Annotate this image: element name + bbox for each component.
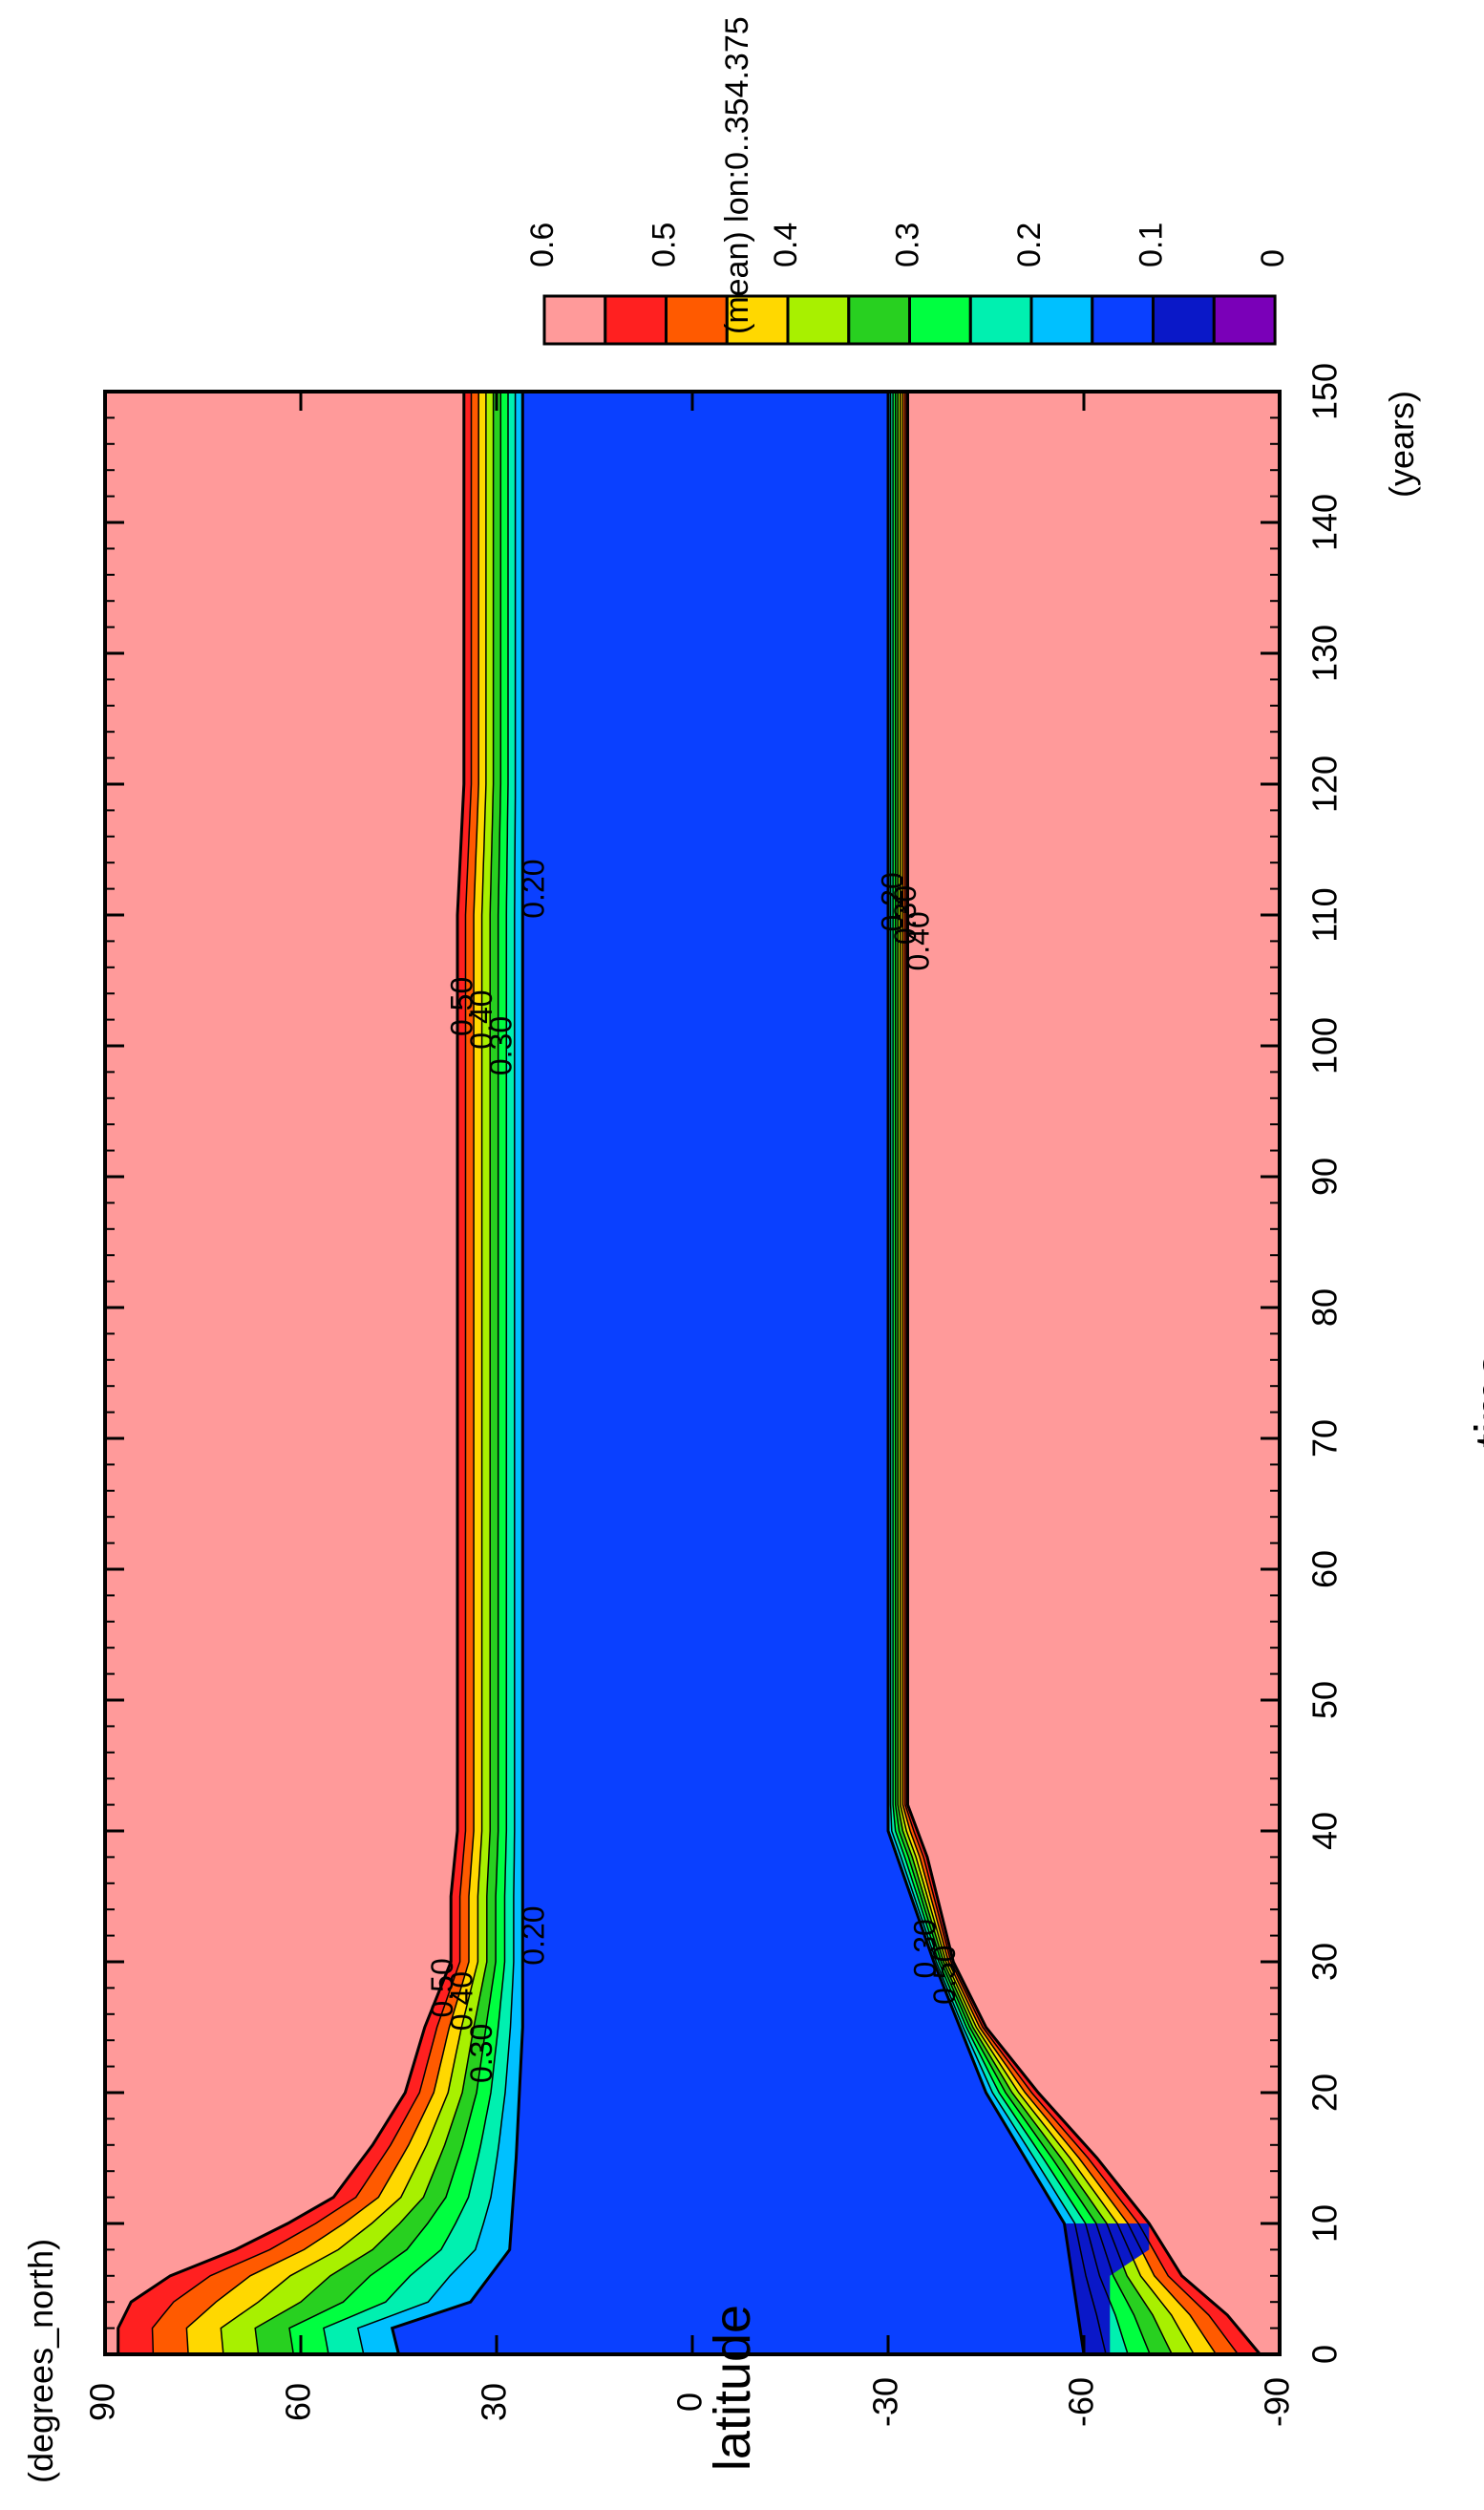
north-band-7	[357, 392, 523, 2354]
colorbar-label-0: 0	[1255, 249, 1291, 267]
colorbar-label-5: 0.5	[646, 223, 682, 267]
region-north	[105, 392, 464, 2354]
contour-label-1: 0.40	[464, 989, 498, 1049]
contour-north-3	[220, 392, 487, 2355]
x-tick-label-10: 10	[1305, 2204, 1345, 2243]
colorbar-label-2: 0.2	[1011, 223, 1048, 267]
x-tick-label-20: 20	[1305, 2074, 1345, 2112]
colorbar-swatch-1	[1152, 294, 1216, 346]
y-tick-label-30: 30	[475, 2383, 514, 2421]
x-tick-label-120: 120	[1305, 755, 1345, 813]
x-tick-label-130: 130	[1305, 625, 1345, 682]
colorbar-swatch-4	[968, 294, 1033, 346]
y-tick-label--90: -90	[1258, 2377, 1297, 2427]
x-tick-label-90: 90	[1305, 1158, 1345, 1196]
x-tick-label-40: 40	[1305, 1812, 1345, 1850]
colorbar-swatch-10	[604, 294, 668, 346]
contour-north-2	[185, 392, 479, 2355]
contour-north-7	[356, 392, 517, 2355]
contour-south-3	[894, 392, 1151, 2355]
region-tropics	[392, 392, 1084, 2354]
x-tick-label-30: 30	[1305, 1943, 1345, 1981]
contour-label-7: 0.20	[516, 1905, 550, 1965]
colorbar-swatch-5	[908, 294, 972, 346]
x-tick-label-50: 50	[1305, 1681, 1345, 1719]
colorbar-swatch-3	[1029, 294, 1094, 346]
contour-south-6	[901, 392, 1218, 2355]
x-tick-label-60: 60	[1305, 1550, 1345, 1588]
y-tick-label-60: 60	[279, 2383, 318, 2421]
north-band-6	[323, 392, 516, 2354]
x-tick-label-70: 70	[1305, 1419, 1345, 1457]
x-tick-label-80: 80	[1305, 1288, 1345, 1327]
colorbar-swatch-6	[847, 294, 912, 346]
colorbar-swatch-11	[542, 294, 607, 346]
colorbar-swatch-2	[1091, 294, 1155, 346]
contour-lines	[117, 392, 1261, 2355]
contour-south-1	[889, 392, 1107, 2355]
y-tick-label--60: -60	[1062, 2377, 1101, 2427]
contour-line-3	[906, 392, 1261, 2355]
x-tick-label-150: 150	[1305, 363, 1345, 420]
x-axis-units: (years)	[1382, 391, 1421, 498]
colorbar-swatch-9	[665, 294, 729, 346]
colorbar: 0 0.1 0.2 0.3 0.4 0.5 0.6	[524, 223, 1291, 346]
colorbar-label-4: 0.4	[768, 223, 804, 267]
contour-label-0: 0.50	[444, 977, 478, 1036]
contour-line-1	[390, 392, 524, 2355]
contour-line-0	[117, 392, 466, 2354]
x-axis-label: time	[1465, 1351, 1484, 1448]
x-tick-label-110: 110	[1305, 887, 1345, 942]
contour-label-3: 0.20	[516, 859, 550, 918]
contour-north-1	[151, 392, 473, 2355]
colorbar-label-1: 0.1	[1133, 223, 1169, 267]
colorbar-swatch-8	[725, 294, 790, 346]
contour-label-9: 0.30	[888, 885, 922, 945]
colorbar-label-3: 0.3	[889, 223, 925, 267]
contour-south-5	[900, 392, 1195, 2355]
contour-south-4	[897, 392, 1173, 2355]
x-tick-label-0: 0	[1305, 2345, 1345, 2364]
contour-label-6: 0.30	[464, 2024, 498, 2083]
y-tick-label-90: 90	[83, 2383, 122, 2421]
contour-label-5: 0.40	[444, 1971, 478, 2031]
y-axis-label: latitude	[704, 2305, 761, 2471]
colorbar-swatch-7	[786, 294, 851, 346]
y-tick-label-0: 0	[670, 2393, 710, 2412]
y-tick-label--30: -30	[866, 2377, 905, 2427]
contour-label-12: 0.50	[927, 1946, 962, 2005]
colorbar-swatch-0	[1212, 294, 1277, 346]
contour-line-2	[886, 392, 1086, 2355]
contour-label-11: 0.30	[907, 1919, 942, 1978]
y-axis-units: (degrees_north)	[21, 2239, 60, 2483]
contour-label-8: 0.20	[875, 872, 909, 931]
colorbar-label-6: 0.6	[524, 223, 561, 267]
region-south	[907, 392, 1280, 2354]
contour-label-10: 0.40	[901, 911, 936, 970]
region-south-patch	[1064, 2223, 1150, 2354]
contour-north-6	[323, 392, 509, 2355]
contour-south-7	[904, 392, 1240, 2355]
heatmap-regions	[105, 392, 1280, 2354]
x-axis: 0 10 20 30 40 50 60 70 80 90 100 110 120 130 140 150	[105, 363, 1345, 2364]
y-axis: -90 -60 -30 0 30 60 90	[83, 392, 1297, 2427]
contour-north-5	[288, 392, 502, 2355]
contour-labels: 0.500.400.300.200.500.400.300.200.200.30…	[425, 859, 962, 2083]
contour-north-4	[254, 392, 495, 2355]
contour-label-2: 0.30	[483, 1016, 518, 1075]
x-tick-label-140: 140	[1305, 494, 1345, 551]
x-tick-label-100: 100	[1305, 1017, 1345, 1074]
contour-label-4: 0.50	[425, 1958, 459, 2017]
contour-south-2	[892, 392, 1129, 2355]
chart-subtitle: (mean) lon:0..354.375	[719, 16, 755, 334]
